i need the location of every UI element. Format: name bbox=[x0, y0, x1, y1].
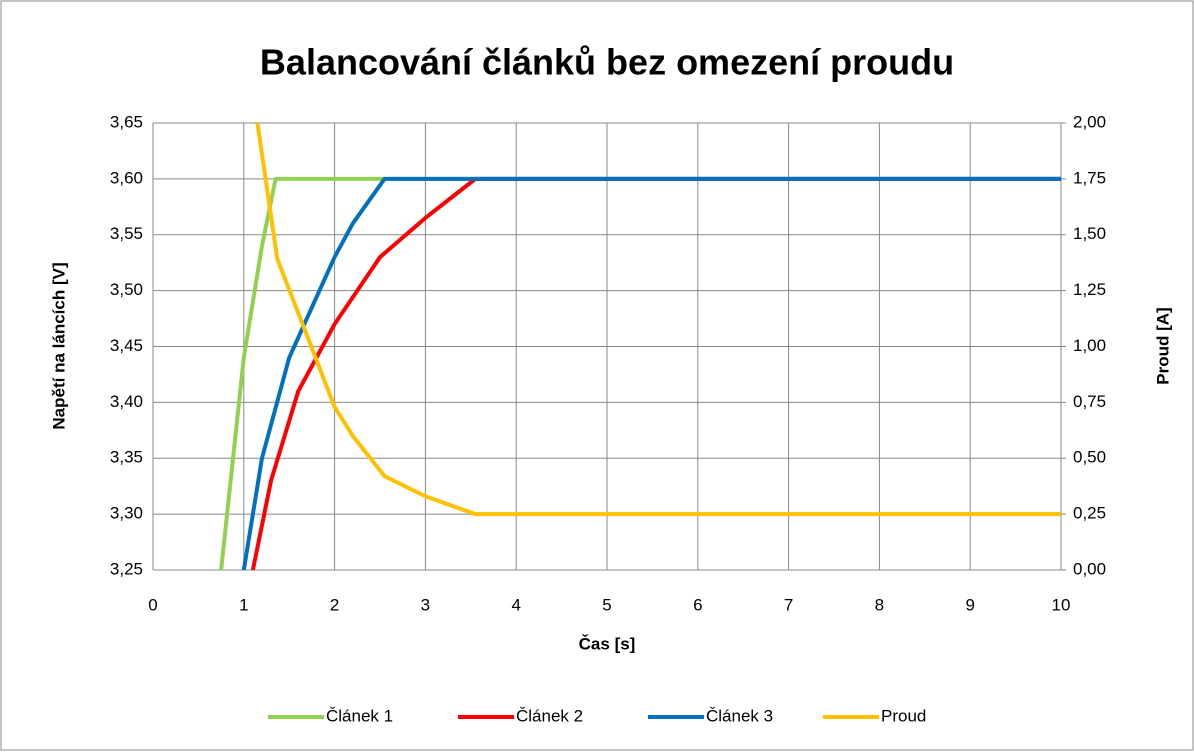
y2-tick-label: 0,75 bbox=[1073, 392, 1106, 411]
x-tick-label: 1 bbox=[239, 595, 248, 614]
y-tick-label: 3,50 bbox=[110, 280, 143, 299]
y2-tick-label: 1,25 bbox=[1073, 280, 1106, 299]
x-tick-label: 10 bbox=[1052, 595, 1071, 614]
x-tick-label: 6 bbox=[693, 595, 702, 614]
legend-label: Článek 3 bbox=[706, 706, 773, 725]
x-tick-label: 8 bbox=[875, 595, 884, 614]
y-tick-label: 3,25 bbox=[110, 559, 143, 578]
chart-title: Balancování článků bez omezení proudu bbox=[260, 42, 954, 83]
y-tick-label: 3,45 bbox=[110, 336, 143, 355]
y2-tick-label: 0,00 bbox=[1073, 559, 1106, 578]
y-axis-label: Napětí na láncích [V] bbox=[49, 262, 68, 429]
series-line bbox=[241, 176, 1061, 571]
series-line bbox=[255, 122, 1061, 517]
legend-label: Proud bbox=[881, 706, 926, 725]
y-tick-label: 3,55 bbox=[110, 224, 143, 243]
y2-tick-label: 1,00 bbox=[1073, 336, 1106, 355]
x-tick-label: 7 bbox=[784, 595, 793, 614]
y2-tick-label: 1,75 bbox=[1073, 168, 1106, 187]
y2-tick-label: 2,00 bbox=[1073, 112, 1106, 131]
x-axis-label: Čas [s] bbox=[579, 634, 636, 653]
y2-tick-label: 0,25 bbox=[1073, 504, 1106, 523]
x-tick-label: 5 bbox=[602, 595, 611, 614]
y2-tick-label: 1,50 bbox=[1073, 224, 1106, 243]
y2-axis-label: Proud [A] bbox=[1153, 307, 1172, 384]
y-tick-label: 3,30 bbox=[110, 504, 143, 523]
y-tick-label: 3,35 bbox=[110, 448, 143, 467]
y-tick-label: 3,40 bbox=[110, 392, 143, 411]
x-tick-label: 4 bbox=[511, 595, 520, 614]
y-tick-label: 3,60 bbox=[110, 168, 143, 187]
y-tick-label: 3,65 bbox=[110, 112, 143, 131]
legend-label: Článek 1 bbox=[326, 706, 393, 725]
series-line bbox=[250, 176, 1061, 571]
x-tick-label: 9 bbox=[965, 595, 974, 614]
y2-tick-label: 0,50 bbox=[1073, 448, 1106, 467]
x-tick-label: 2 bbox=[330, 595, 339, 614]
x-tick-label: 0 bbox=[148, 595, 157, 614]
legend-label: Článek 2 bbox=[516, 706, 583, 725]
x-tick-label: 3 bbox=[421, 595, 430, 614]
